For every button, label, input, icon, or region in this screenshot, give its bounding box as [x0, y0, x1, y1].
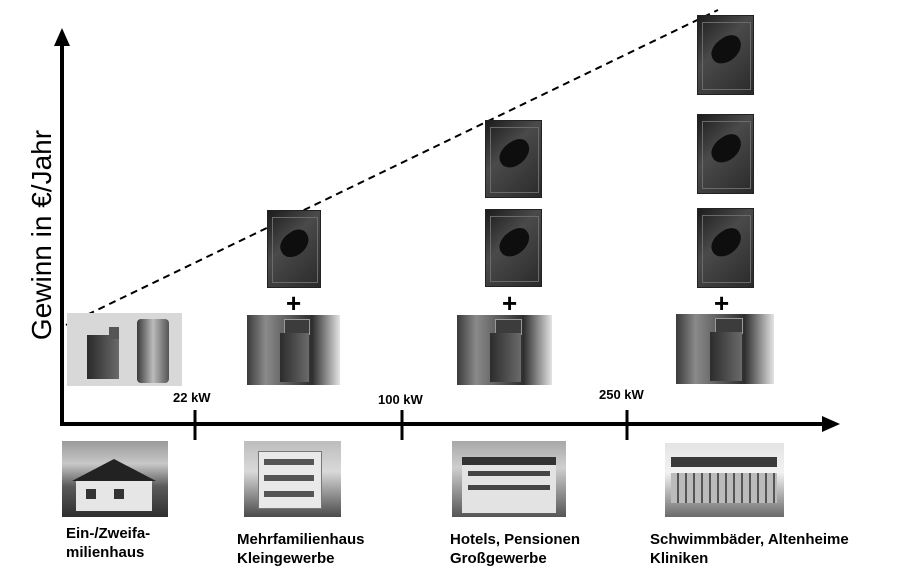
building-photo — [62, 441, 168, 517]
category-line2: Großgewerbe — [450, 549, 580, 568]
gas-boiler-image — [247, 315, 340, 385]
building-photo — [452, 441, 566, 517]
category-label-hotels: Hotels, Pensionen Großgewerbe — [450, 530, 580, 568]
solar-collector-image — [697, 114, 754, 194]
building-photo — [244, 441, 341, 517]
threshold-label-250kw: 250 kW — [599, 387, 644, 402]
building-photo — [665, 443, 784, 517]
solar-collector-image — [267, 210, 321, 288]
y-axis-label: Gewinn in €/Jahr — [22, 115, 62, 355]
category-line1: Hotels, Pensionen — [450, 530, 580, 549]
solar-collector-image — [485, 209, 542, 287]
trend-line — [66, 10, 718, 325]
solar-collector-image — [697, 15, 754, 95]
solar-collector-image — [697, 208, 754, 288]
plus-sign: + — [286, 290, 301, 316]
category-line2: Kleingewerbe — [237, 549, 365, 568]
x-axis-arrow — [822, 416, 840, 432]
plus-sign: + — [502, 290, 517, 316]
category-line2: Kliniken — [650, 549, 849, 568]
category-line1: Mehrfamilienhaus — [237, 530, 365, 549]
category-line1: Ein-/Zweifa- — [66, 524, 150, 543]
threshold-label-22kw: 22 kW — [173, 390, 211, 405]
pellet-boiler-image — [67, 313, 182, 386]
gas-boiler-image — [676, 314, 774, 384]
category-label-single-family: Ein-/Zweifa- milienhaus — [66, 524, 150, 562]
threshold-label-100kw: 100 kW — [378, 392, 423, 407]
solar-collector-image — [485, 120, 542, 198]
gas-boiler-image — [457, 315, 552, 385]
category-label-multi-family: Mehrfamilienhaus Kleingewerbe — [237, 530, 365, 568]
category-label-pools: Schwimmbäder, Altenheime Kliniken — [650, 530, 849, 568]
plus-sign: + — [714, 290, 729, 316]
category-line2: milienhaus — [66, 543, 150, 562]
y-axis-arrow — [54, 28, 70, 46]
category-line1: Schwimmbäder, Altenheime — [650, 530, 849, 549]
